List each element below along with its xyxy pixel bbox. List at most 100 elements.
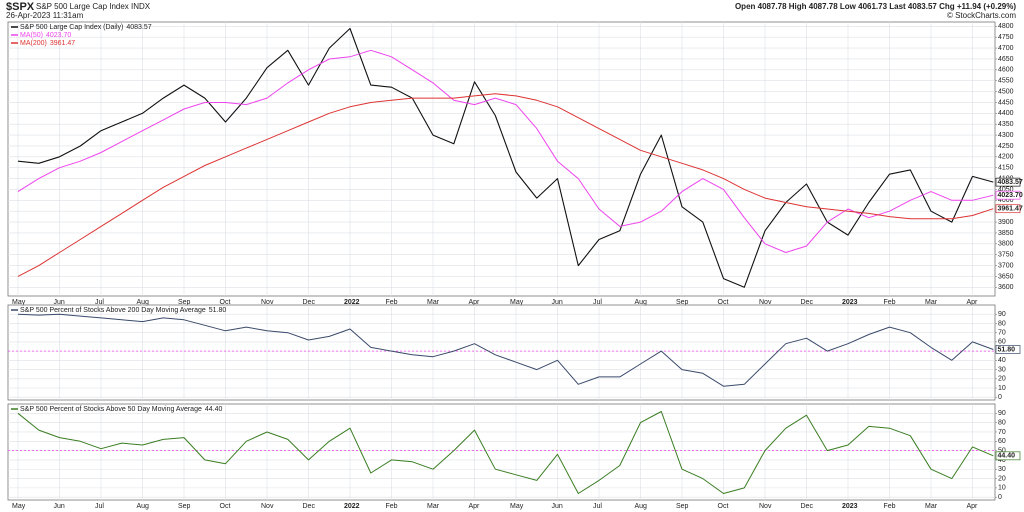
- x-tick-label: Dec: [303, 503, 316, 510]
- y-tick-label: 10: [998, 385, 1006, 392]
- last-value-box: [995, 451, 1021, 461]
- y-tick-label: 4250: [998, 143, 1014, 150]
- legend-name: MA(50): [20, 32, 43, 39]
- last-value-label: 4023.70: [998, 192, 1023, 199]
- x-tick-label: Apr: [967, 299, 979, 306]
- y-tick-label: 3650: [998, 273, 1014, 280]
- y-tick-label: 60: [998, 438, 1006, 445]
- quote: Open 4087.78 High 4087.78 Low 4061.73 La…: [735, 2, 1016, 11]
- last-value-label: 51.80: [998, 346, 1016, 353]
- x-tick-label: Aug: [635, 503, 648, 510]
- y-tick-label: 4800: [998, 23, 1014, 30]
- y-tick-label: 4700: [998, 45, 1014, 52]
- y-tick-label: 60: [998, 339, 1006, 346]
- x-tick-label: Nov: [759, 503, 772, 510]
- x-tick-label: Apr: [967, 503, 979, 510]
- legend-name: MA(200): [20, 40, 47, 47]
- x-tick-label: Feb: [884, 503, 896, 510]
- legend-value: 3961.47: [50, 40, 75, 47]
- x-tick-label: Sep: [676, 299, 689, 306]
- x-tick-label: 2022: [344, 299, 360, 306]
- last-value-box: [995, 204, 1021, 214]
- x-tick-label: Aug: [137, 299, 150, 306]
- x-tick-label: Nov: [261, 503, 274, 510]
- x-tick-label: May: [12, 503, 26, 510]
- legend-name: S&P 500 Percent of Stocks Above 50 Day M…: [20, 406, 202, 413]
- legend-name: S&P 500 Large Cap Index (Daily): [20, 24, 123, 31]
- x-tick-label: Nov: [261, 299, 274, 306]
- date: 26-Apr-2023 11:31am: [6, 11, 84, 20]
- last-value-label: 3961.47: [998, 206, 1023, 213]
- legend-entry: S&P 500 Percent of Stocks Above 200 Day …: [20, 307, 226, 314]
- y-tick-label: 3750: [998, 252, 1014, 259]
- x-tick-label: Mar: [427, 503, 440, 510]
- y-tick-label: 90: [998, 311, 1006, 318]
- last-value-box: [995, 177, 1021, 187]
- y-tick-label: 40: [998, 357, 1006, 364]
- legend-entry: S&P 500 Percent of Stocks Above 50 Day M…: [20, 406, 222, 413]
- last-value-label: 44.40: [998, 453, 1016, 460]
- x-tick-label: 2022: [344, 503, 360, 510]
- x-tick-label: Dec: [801, 503, 814, 510]
- x-tick-label: Jun: [552, 503, 563, 510]
- legend-value: 4023.70: [46, 32, 71, 39]
- y-tick-label: 4050: [998, 186, 1014, 193]
- x-tick-label: Apr: [469, 299, 481, 306]
- y-tick-label: 40: [998, 457, 1006, 464]
- x-tick-label: May: [510, 299, 524, 306]
- x-tick-label: Jul: [593, 299, 602, 306]
- x-tick-label: Sep: [178, 299, 191, 306]
- y-tick-label: 3700: [998, 262, 1014, 269]
- x-tick-label: Nov: [759, 299, 772, 306]
- last-value-box: [995, 345, 1021, 354]
- instrument-name: S&P 500 Large Cap Index INDX: [36, 2, 151, 11]
- x-tick-label: May: [510, 503, 524, 510]
- y-tick-label: 50: [998, 447, 1006, 454]
- y-tick-label: 4550: [998, 78, 1014, 85]
- y-tick-label: 4150: [998, 165, 1014, 172]
- y-tick-label: 3800: [998, 241, 1014, 248]
- series-line: [17, 313, 994, 387]
- x-tick-label: May: [12, 299, 26, 306]
- series-line: [17, 93, 994, 277]
- y-tick-label: 4000: [998, 197, 1014, 204]
- x-tick-label: Jul: [95, 299, 104, 306]
- legend-value: 51.80: [209, 307, 227, 314]
- x-tick-label: Dec: [303, 299, 316, 306]
- x-tick-label: Jun: [54, 503, 65, 510]
- x-tick-label: Jun: [54, 299, 65, 306]
- y-tick-label: 3900: [998, 219, 1014, 226]
- x-tick-label: Jun: [552, 299, 563, 306]
- y-tick-label: 4650: [998, 56, 1014, 63]
- series-line: [17, 27, 994, 288]
- x-tick-label: Dec: [801, 299, 814, 306]
- x-tick-label: Mar: [427, 299, 440, 306]
- y-tick-label: 80: [998, 320, 1006, 327]
- x-tick-label: Apr: [469, 503, 481, 510]
- y-tick-label: 4750: [998, 34, 1014, 41]
- x-tick-label: Oct: [718, 503, 729, 510]
- legend-value: 4083.57: [126, 24, 151, 31]
- x-tick-label: Aug: [137, 503, 150, 510]
- last-value-box: [995, 190, 1021, 200]
- series-line: [17, 411, 994, 494]
- y-tick-label: 10: [998, 485, 1006, 492]
- x-tick-label: Oct: [718, 299, 729, 306]
- y-tick-label: 3600: [998, 284, 1014, 291]
- legend-entry: MA(50) 4023.70: [20, 32, 71, 39]
- y-tick-label: 4400: [998, 110, 1014, 117]
- y-tick-label: 4200: [998, 154, 1014, 161]
- x-tick-label: Mar: [925, 299, 938, 306]
- x-tick-label: Jul: [593, 503, 602, 510]
- panel-frame: [7, 21, 996, 297]
- y-tick-label: 4450: [998, 99, 1014, 106]
- y-tick-label: 80: [998, 419, 1006, 426]
- y-tick-label: 4300: [998, 132, 1014, 139]
- x-tick-label: Oct: [220, 299, 231, 306]
- x-tick-label: Feb: [884, 299, 896, 306]
- y-tick-label: 4350: [998, 121, 1014, 128]
- panel-frame: [7, 403, 996, 501]
- credit: © StockCharts.com: [947, 11, 1016, 20]
- x-tick-label: Feb: [386, 503, 398, 510]
